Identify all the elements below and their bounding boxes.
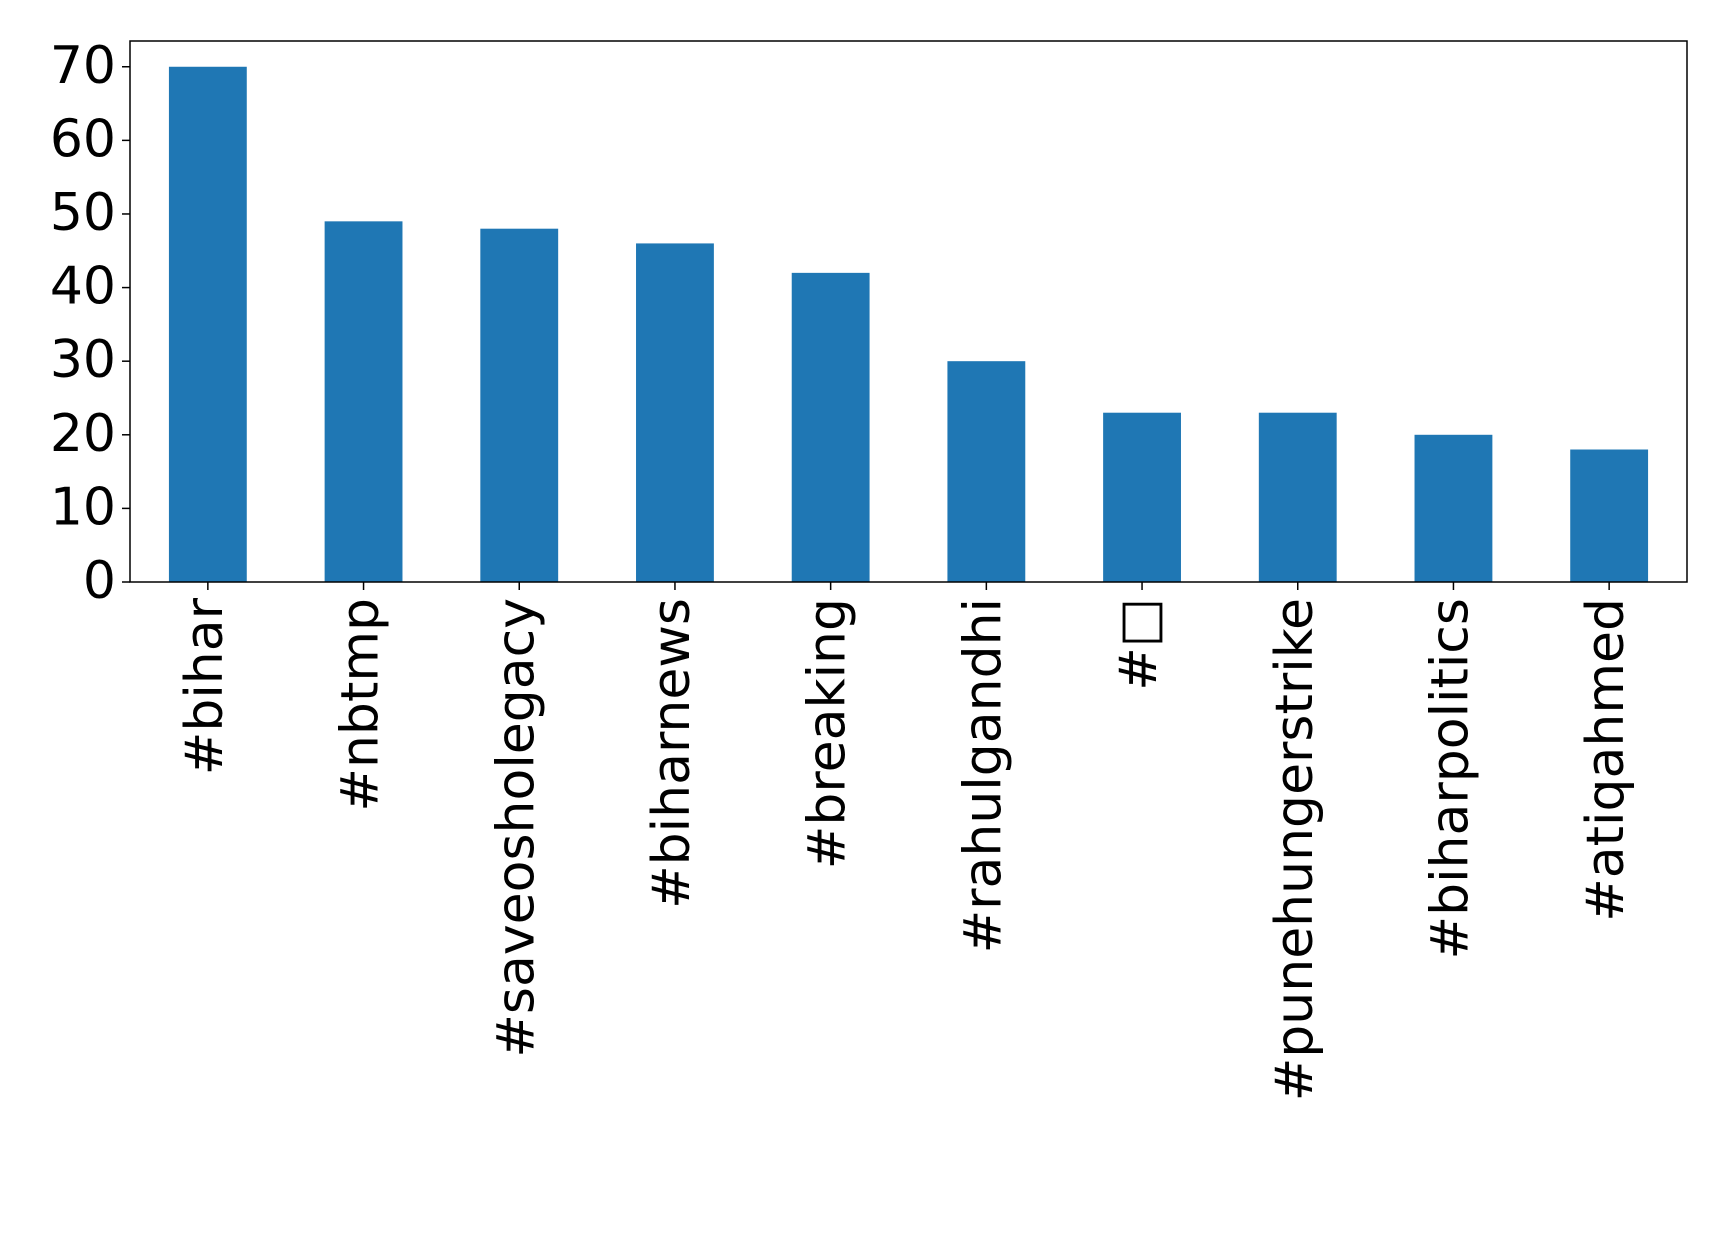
y-tick-label: 70 <box>50 36 116 96</box>
bar <box>636 243 714 582</box>
bar <box>324 221 403 583</box>
y-tick-label: 60 <box>50 109 116 169</box>
y-tick-label: 0 <box>83 551 116 611</box>
x-tick-label: #rahulgandhi <box>953 598 1013 953</box>
bar <box>791 272 870 582</box>
x-tick-label: #biharnews <box>642 598 702 909</box>
bar <box>1570 449 1649 582</box>
bar <box>1414 434 1493 582</box>
x-tick-label: #nbtmp <box>331 598 391 812</box>
x-tick-label: #□ <box>1109 598 1169 691</box>
y-tick-label: 20 <box>50 404 116 464</box>
x-tick-label: #punehungerstrike <box>1265 598 1325 1101</box>
bar <box>1103 412 1181 582</box>
bar <box>947 361 1026 582</box>
x-tick-label: #saveosholegacy <box>486 598 546 1058</box>
y-tick-label: 30 <box>50 330 116 390</box>
y-tick-label: 10 <box>50 477 116 537</box>
x-tick-label: #bihar <box>175 597 235 775</box>
bar <box>1258 412 1337 582</box>
y-tick-label: 50 <box>50 183 116 243</box>
x-tick-label: #breaking <box>798 598 858 869</box>
plot-frame <box>129 40 1688 583</box>
bar <box>480 228 559 582</box>
bar <box>168 66 247 582</box>
x-tick-label: #biharpolitics <box>1420 598 1480 959</box>
x-tick-label: #atiqahmed <box>1576 598 1636 922</box>
y-tick-label: 40 <box>50 257 116 317</box>
